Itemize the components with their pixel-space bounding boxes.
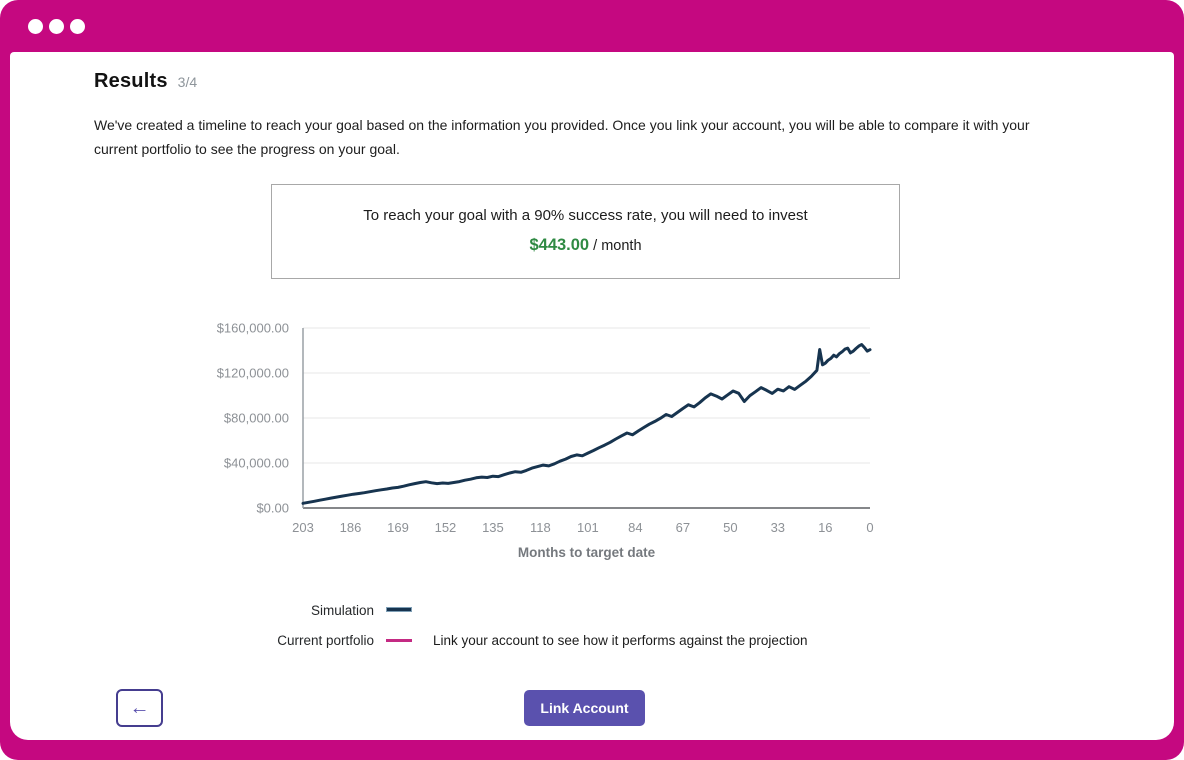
svg-text:118: 118 — [530, 520, 551, 535]
page-content: Results 3/4 We've created a timeline to … — [10, 52, 1174, 740]
svg-text:186: 186 — [340, 520, 362, 535]
simulation-chart: $160,000.00 $120,000.00 $80,000.00 $40,000.… — [217, 321, 874, 561]
svg-text:16: 16 — [818, 520, 832, 535]
back-button[interactable]: ← — [116, 689, 163, 727]
svg-text:$40,000.00: $40,000.00 — [224, 456, 289, 471]
investment-summary-box: To reach your goal with a 90% success ra… — [271, 184, 900, 279]
svg-text:152: 152 — [435, 520, 457, 535]
window-control-dot-icon[interactable] — [28, 19, 43, 34]
svg-text:Months to target date: Months to target date — [518, 545, 656, 560]
current-portfolio-line-swatch-icon — [386, 639, 412, 642]
investment-amount-line: $443.00 / month — [272, 236, 899, 255]
window-control-dot-icon[interactable] — [49, 19, 64, 34]
investment-amount: $443.00 — [529, 236, 590, 254]
svg-text:101: 101 — [577, 520, 599, 535]
svg-text:$0.00: $0.00 — [256, 501, 289, 516]
window-titlebar — [0, 0, 1184, 52]
simulation-line-swatch-icon — [386, 607, 412, 612]
window-control-dot-icon[interactable] — [70, 19, 85, 34]
svg-text:50: 50 — [723, 520, 737, 535]
back-arrow-icon: ← — [129, 696, 150, 719]
svg-text:135: 135 — [482, 520, 504, 535]
investment-amount-period: / month — [593, 238, 642, 254]
legend-current-portfolio-note: Link your account to see how it performs… — [433, 633, 808, 648]
page-title: Results — [94, 70, 168, 92]
link-account-button[interactable]: Link Account — [524, 690, 645, 726]
intro-text: We've created a timeline to reach your g… — [94, 117, 1030, 157]
investment-summary-text: To reach your goal with a 90% success ra… — [363, 207, 808, 224]
legend-current-portfolio-label: Current portfolio — [277, 633, 374, 648]
svg-text:169: 169 — [387, 520, 409, 535]
svg-text:67: 67 — [676, 520, 690, 535]
svg-text:84: 84 — [628, 520, 642, 535]
window-controls — [28, 19, 85, 34]
legend-simulation-label: Simulation — [310, 603, 374, 618]
svg-text:0: 0 — [866, 520, 873, 535]
svg-text:203: 203 — [292, 520, 314, 535]
step-indicator: 3/4 — [177, 74, 198, 90]
svg-text:$160,000.00: $160,000.00 — [217, 321, 289, 336]
page-header: Results 3/4 — [94, 70, 197, 93]
svg-text:$80,000.00: $80,000.00 — [224, 411, 289, 426]
svg-text:$120,000.00: $120,000.00 — [217, 366, 289, 381]
svg-text:33: 33 — [771, 520, 785, 535]
